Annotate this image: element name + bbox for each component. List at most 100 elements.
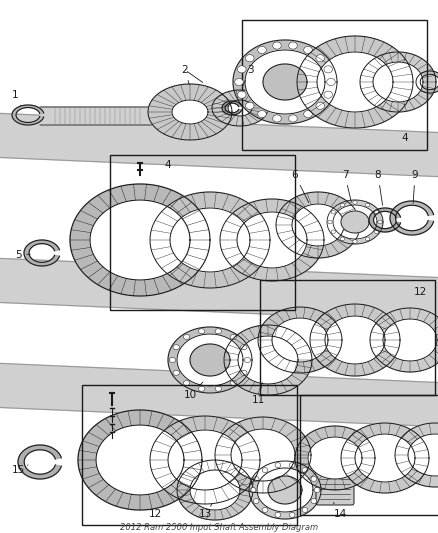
Text: 5: 5: [15, 250, 30, 260]
Ellipse shape: [245, 55, 254, 62]
Polygon shape: [308, 437, 362, 479]
Polygon shape: [220, 199, 324, 281]
Polygon shape: [228, 100, 252, 116]
Polygon shape: [222, 101, 241, 115]
Ellipse shape: [289, 463, 295, 467]
Polygon shape: [408, 434, 438, 476]
Ellipse shape: [273, 115, 281, 122]
Ellipse shape: [316, 55, 325, 62]
Polygon shape: [310, 304, 400, 376]
Text: 7: 7: [342, 170, 351, 203]
Ellipse shape: [331, 230, 336, 233]
Ellipse shape: [340, 237, 345, 241]
Ellipse shape: [253, 498, 259, 504]
Polygon shape: [40, 107, 215, 125]
Text: 11: 11: [251, 383, 265, 405]
Ellipse shape: [245, 102, 254, 109]
Ellipse shape: [253, 477, 259, 481]
Polygon shape: [148, 84, 232, 140]
Bar: [242, 20, 427, 150]
Bar: [82, 385, 297, 525]
Polygon shape: [292, 204, 344, 246]
Text: 2: 2: [182, 65, 189, 84]
Polygon shape: [18, 445, 61, 479]
Text: 3: 3: [243, 65, 253, 85]
Ellipse shape: [184, 334, 190, 340]
Ellipse shape: [258, 110, 266, 118]
Polygon shape: [341, 423, 429, 493]
Polygon shape: [383, 319, 437, 361]
Polygon shape: [231, 429, 295, 481]
Ellipse shape: [173, 370, 180, 375]
Polygon shape: [90, 200, 190, 280]
Polygon shape: [168, 430, 242, 490]
Polygon shape: [276, 192, 360, 258]
Ellipse shape: [311, 477, 317, 481]
Polygon shape: [416, 71, 438, 93]
Text: 2012 Ram 2500 Input Shaft Assembly Diagram: 2012 Ram 2500 Input Shaft Assembly Diagr…: [120, 522, 318, 531]
Polygon shape: [325, 316, 385, 364]
Ellipse shape: [215, 386, 222, 391]
Ellipse shape: [324, 66, 332, 73]
Ellipse shape: [235, 78, 243, 86]
Text: 13: 13: [198, 504, 212, 519]
Ellipse shape: [374, 211, 379, 214]
Ellipse shape: [353, 201, 357, 204]
Ellipse shape: [304, 46, 312, 53]
Polygon shape: [317, 52, 393, 112]
Polygon shape: [150, 416, 260, 504]
Polygon shape: [96, 425, 184, 495]
Bar: [300, 395, 438, 515]
Ellipse shape: [184, 381, 190, 385]
Polygon shape: [170, 208, 250, 272]
Text: 12: 12: [413, 287, 427, 297]
Text: 14: 14: [333, 503, 346, 519]
Ellipse shape: [250, 488, 256, 492]
Polygon shape: [295, 426, 375, 490]
Polygon shape: [190, 344, 230, 376]
Polygon shape: [268, 476, 302, 504]
Bar: [110, 155, 295, 310]
Polygon shape: [0, 258, 438, 322]
Polygon shape: [249, 461, 321, 519]
Ellipse shape: [262, 467, 268, 473]
Ellipse shape: [173, 345, 180, 350]
Ellipse shape: [328, 220, 332, 224]
Text: 6: 6: [292, 170, 309, 203]
Polygon shape: [177, 460, 253, 520]
Polygon shape: [272, 318, 328, 362]
Ellipse shape: [198, 329, 205, 334]
Ellipse shape: [314, 488, 320, 492]
Text: 4: 4: [165, 160, 171, 170]
Ellipse shape: [169, 358, 176, 362]
Ellipse shape: [275, 512, 281, 518]
Ellipse shape: [275, 463, 281, 467]
Ellipse shape: [302, 467, 308, 473]
Text: 9: 9: [412, 170, 418, 203]
Ellipse shape: [244, 358, 251, 362]
FancyBboxPatch shape: [316, 475, 354, 505]
Ellipse shape: [374, 230, 379, 233]
Polygon shape: [395, 423, 438, 487]
Ellipse shape: [258, 46, 266, 53]
Ellipse shape: [237, 91, 246, 98]
Polygon shape: [369, 208, 400, 232]
Polygon shape: [212, 90, 268, 126]
Text: 4: 4: [402, 133, 408, 143]
Ellipse shape: [304, 110, 312, 118]
Polygon shape: [297, 36, 413, 128]
Ellipse shape: [324, 91, 332, 98]
Polygon shape: [177, 334, 243, 386]
Polygon shape: [70, 184, 210, 296]
Polygon shape: [341, 211, 369, 233]
Ellipse shape: [262, 507, 268, 512]
Polygon shape: [257, 468, 313, 512]
Polygon shape: [258, 307, 342, 373]
Polygon shape: [333, 205, 377, 239]
Ellipse shape: [289, 42, 297, 49]
Ellipse shape: [289, 512, 295, 518]
Polygon shape: [327, 200, 383, 244]
Polygon shape: [370, 308, 438, 372]
Polygon shape: [0, 363, 438, 427]
Ellipse shape: [240, 370, 247, 375]
